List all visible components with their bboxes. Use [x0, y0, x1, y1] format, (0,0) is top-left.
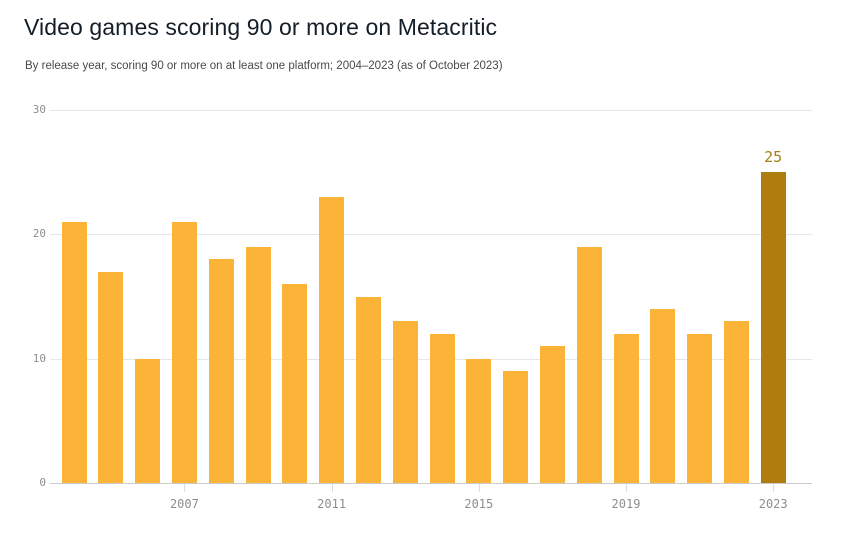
x-tick-mark-2023 [773, 484, 775, 492]
bar-2009 [245, 246, 271, 483]
bar-2012 [355, 296, 381, 483]
x-tick-mark-2015 [478, 484, 480, 492]
x-axis-line [50, 483, 812, 484]
value-label-2023: 25 [764, 148, 783, 167]
bar-2016 [503, 371, 529, 483]
bar-2011 [319, 197, 345, 483]
chart-title: Video games scoring 90 or more on Metacr… [24, 14, 498, 40]
bar-2020 [650, 308, 676, 483]
x-tick-mark-2007 [184, 484, 186, 492]
x-tick-mark-2019 [626, 484, 627, 492]
x-tick-label-2015: 2015 [464, 497, 494, 511]
bar-2013 [392, 321, 418, 483]
bar-2023 [760, 172, 786, 483]
bar-2007 [171, 221, 197, 483]
bar-2005 [98, 271, 124, 483]
bar-2019 [613, 333, 639, 483]
bar-2008 [208, 259, 234, 483]
x-tick-label-2019: 2019 [611, 497, 641, 511]
bar-2014 [429, 333, 455, 483]
x-tick-label-2007: 2007 [169, 497, 199, 511]
bar-2021 [687, 333, 713, 483]
x-tick-mark-2011 [331, 484, 333, 492]
bar-2017 [539, 346, 565, 483]
y-tick-label-10: 10 [32, 351, 46, 365]
y-tick-label-20: 20 [32, 227, 46, 241]
x-tick-label-2011: 2011 [317, 497, 347, 511]
gridline-20 [50, 234, 812, 236]
x-tick-label-2023: 2023 [758, 497, 788, 511]
gridline-30 [50, 110, 812, 112]
bar-2010 [282, 284, 308, 483]
bar-2006 [135, 358, 161, 483]
bar-2018 [576, 246, 602, 483]
bar-2022 [723, 321, 749, 483]
bar-2015 [466, 358, 492, 483]
chart-subtitle: By release year, scoring 90 or more on a… [25, 60, 503, 72]
bar-2004 [61, 221, 87, 483]
y-tick-label-30: 30 [32, 103, 46, 117]
y-tick-label-0: 0 [39, 476, 46, 489]
